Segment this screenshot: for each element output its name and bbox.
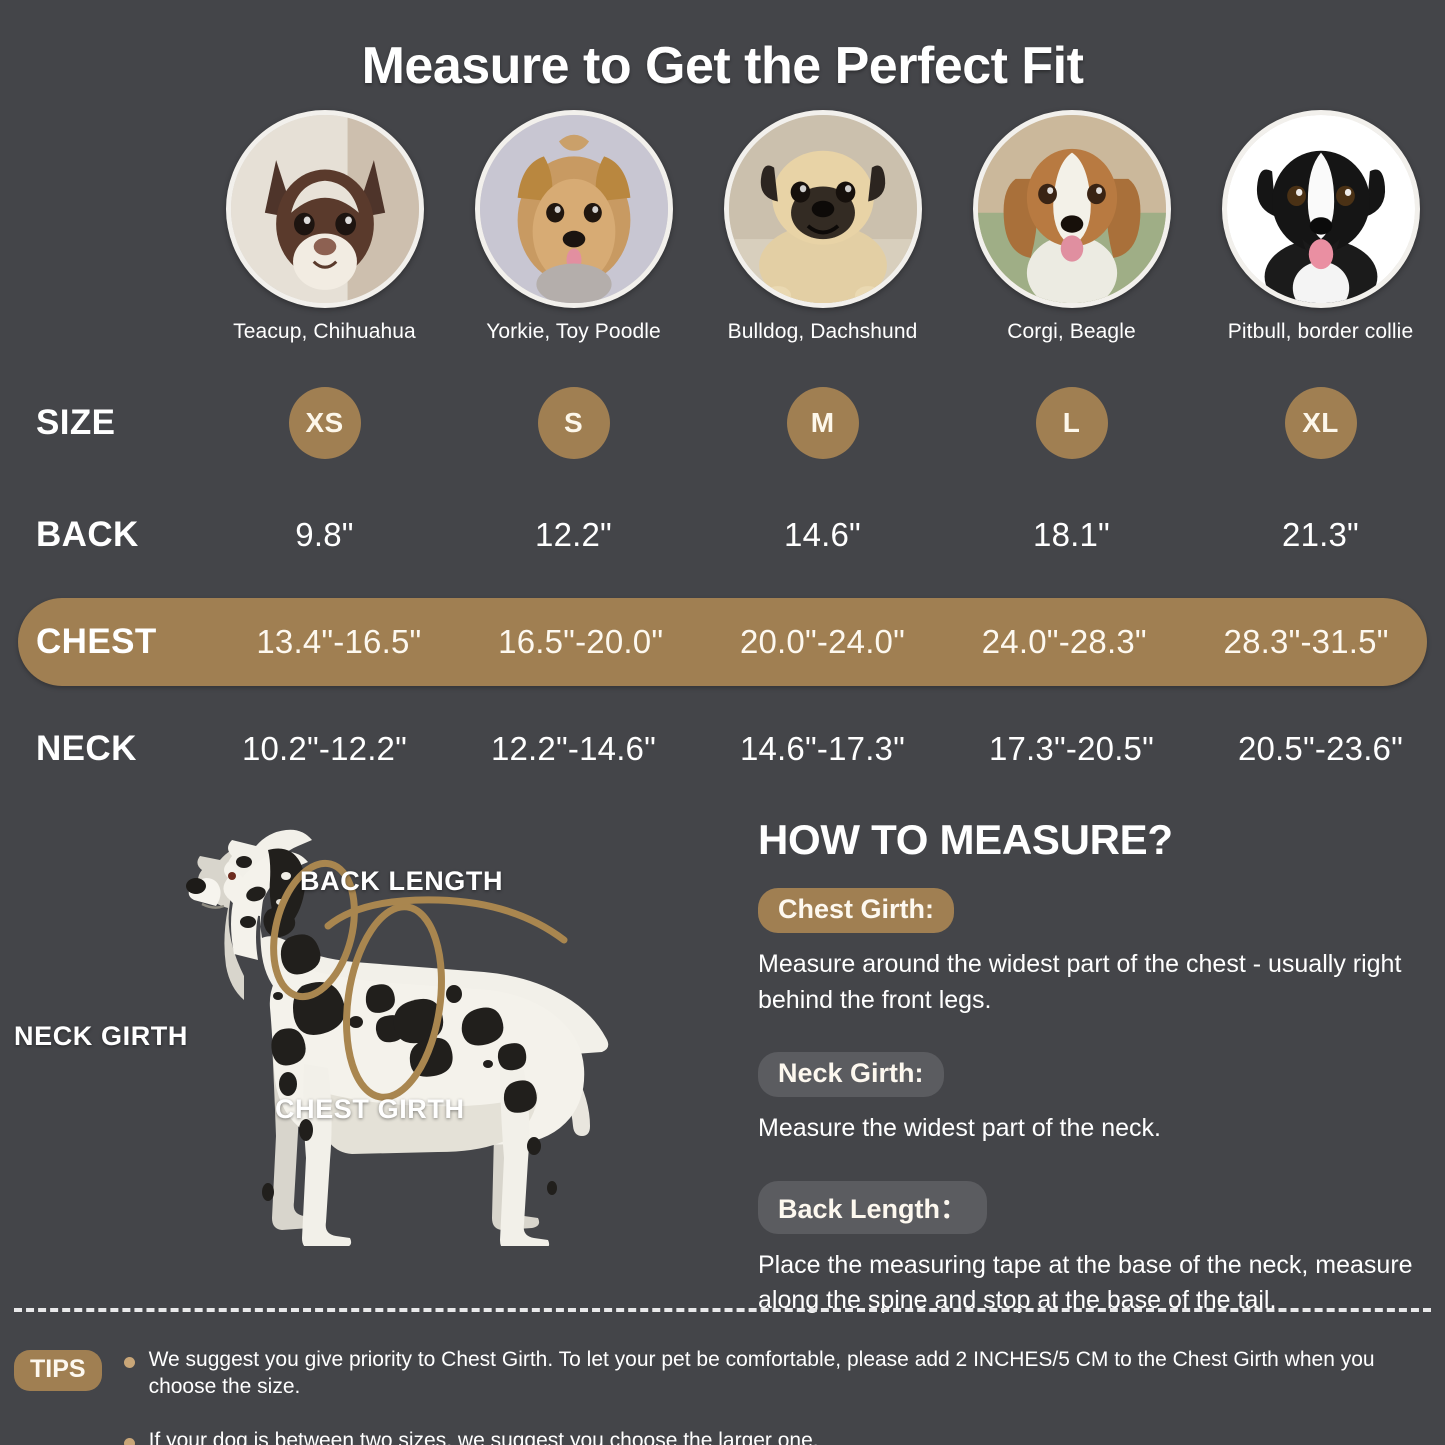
yorkie-photo xyxy=(474,110,673,308)
border-collie-photo xyxy=(1221,110,1420,308)
back-length-label: BACK LENGTH xyxy=(300,866,504,896)
breed-captions-row: Teacup, Chihuahua Yorkie, Toy Poodle Bul… xyxy=(0,320,1445,344)
back-row-label: BACK xyxy=(36,515,139,554)
size-row-label: SIZE xyxy=(36,403,116,442)
tip-item: If your dog is between two sizes, we sug… xyxy=(123,1427,1445,1445)
chest-value: 13.4"-16.5" xyxy=(256,623,422,660)
chest-value: 20.0"-24.0" xyxy=(739,623,906,660)
size-badge-xs: XS xyxy=(288,387,361,459)
chest-girth-item: Chest Girth: Measure around the widest p… xyxy=(758,888,1423,1018)
size-badge-l: L xyxy=(1035,387,1108,459)
tips-list: We suggest you give priority to Chest Gi… xyxy=(123,1338,1445,1445)
size-badge-cell: XL xyxy=(1196,387,1445,459)
how-to-measure-title: HOW TO MEASURE? xyxy=(758,816,1173,863)
breed-label: Corgi, Beagle xyxy=(1007,320,1136,343)
neck-girth-label: NECK GIRTH xyxy=(14,1021,188,1051)
breed-photo-cell xyxy=(698,110,947,308)
chest-value: 28.3"-31.5" xyxy=(1223,623,1389,660)
size-row: SIZE XS S M L XL xyxy=(0,380,1445,466)
neck-value: 14.6"-17.3" xyxy=(739,730,906,767)
dog-measurement-diagram: BACK LENGTH NECK GIRTH CHEST GIRTH xyxy=(0,816,740,1246)
neck-value: 10.2"-12.2" xyxy=(241,730,408,767)
neck-girth-term: Neck Girth: xyxy=(758,1052,944,1097)
back-value: 18.1" xyxy=(1033,516,1110,553)
bullet-icon xyxy=(123,1437,135,1445)
size-badge-cell: L xyxy=(947,387,1196,459)
bullet-icon xyxy=(123,1357,135,1368)
tip-item: We suggest you give priority to Chest Gi… xyxy=(123,1346,1445,1401)
breed-photo-cell xyxy=(1196,110,1445,308)
chest-girth-label: CHEST GIRTH xyxy=(275,1094,465,1124)
how-to-measure-section: HOW TO MEASURE? Chest Girth: Measure aro… xyxy=(740,816,1445,1319)
neck-value: 17.3"-20.5" xyxy=(988,730,1155,767)
page-title: Measure to Get the Perfect Fit xyxy=(361,37,1084,95)
size-badge-s: S xyxy=(537,387,610,459)
breed-label: Yorkie, Toy Poodle xyxy=(486,320,661,343)
dashed-divider xyxy=(14,1308,1431,1312)
tip-text: We suggest you give priority to Chest Gi… xyxy=(148,1348,1375,1399)
breed-label: Bulldog, Dachshund xyxy=(727,320,918,343)
back-length-term: Back Length： xyxy=(758,1180,988,1234)
size-badge-cell: M xyxy=(698,387,947,459)
dalmatian-illustration xyxy=(186,829,609,1246)
tips-badge: TIPS xyxy=(14,1350,102,1391)
breed-photo-cell xyxy=(947,110,1196,308)
pug-photo xyxy=(723,110,922,308)
chest-girth-text: Measure around the widest part of the ch… xyxy=(758,950,1402,1014)
neck-girth-item: Neck Girth: Measure the widest part of t… xyxy=(758,1052,1423,1147)
breed-label: Teacup, Chihuahua xyxy=(233,320,416,343)
size-badge-m: M xyxy=(786,387,859,459)
chest-row-label: CHEST xyxy=(36,622,157,661)
size-badge-xl: XL xyxy=(1284,387,1357,459)
chest-measurement-row: CHEST 13.4"-16.5" 16.5"-20.0" 20.0"-24.0… xyxy=(18,598,1427,686)
neck-row-label: NECK xyxy=(36,729,137,768)
neck-girth-text: Measure the widest part of the neck. xyxy=(758,1114,1161,1142)
back-length-item: Back Length： Place the measuring tape at… xyxy=(758,1180,1423,1319)
back-value: 21.3" xyxy=(1282,516,1359,553)
beagle-photo xyxy=(972,110,1171,308)
lower-section: BACK LENGTH NECK GIRTH CHEST GIRTH HOW T… xyxy=(0,816,1445,1319)
neck-value: 20.5"-23.6" xyxy=(1237,730,1404,767)
neck-value: 12.2"-14.6" xyxy=(490,730,657,767)
chest-value: 16.5"-20.0" xyxy=(498,623,664,660)
breed-photo-cell xyxy=(200,110,449,308)
tips-section: TIPS We suggest you give priority to Che… xyxy=(0,1338,1445,1445)
breed-photos-row xyxy=(0,110,1445,308)
chest-value: 24.0"-28.3" xyxy=(981,623,1147,660)
size-badge-cell: S xyxy=(449,387,698,459)
breed-label: Pitbull, border collie xyxy=(1227,320,1414,343)
chihuahua-photo xyxy=(225,110,424,308)
back-value: 14.6" xyxy=(784,516,861,553)
tip-text: If your dog is between two sizes, we sug… xyxy=(148,1428,819,1445)
chest-girth-term: Chest Girth: xyxy=(758,888,955,933)
neck-measurement-row: NECK 10.2"-12.2" 12.2"-14.6" 14.6"-17.3"… xyxy=(0,716,1445,782)
breed-photo-cell xyxy=(449,110,698,308)
size-badge-cell: XS xyxy=(200,387,449,459)
back-measurement-row: BACK 9.8" 12.2" 14.6" 18.1" 21.3" xyxy=(0,502,1445,568)
chest-measurement-row-highlight: CHEST 13.4"-16.5" 16.5"-20.0" 20.0"-24.0… xyxy=(18,598,1427,686)
back-value: 12.2" xyxy=(535,516,612,553)
back-value: 9.8" xyxy=(295,516,354,553)
